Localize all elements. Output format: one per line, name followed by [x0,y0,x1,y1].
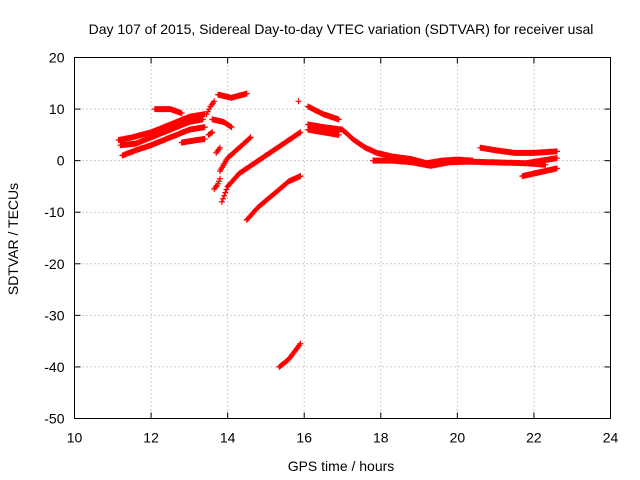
series-arc-13 [218,129,304,205]
y-tick-label: -40 [44,359,64,375]
series-arc-10 [213,144,223,156]
x-tick-label: 16 [296,430,312,446]
x-tick-label: 18 [373,430,389,446]
y-tick-label: 0 [57,153,65,169]
series-arc-21 [477,144,560,156]
data-points [115,90,560,370]
series-arc-9 [205,129,216,138]
y-tick-label: -50 [44,411,64,427]
series-arc-4 [151,106,185,117]
data-point-markers [117,116,206,149]
series-arc-22 [519,165,560,180]
x-tick-label: 22 [526,430,542,446]
series-arc-3 [119,124,208,159]
data-point-markers [305,103,342,123]
series-arc-7 [215,90,250,101]
series-arc-8 [209,116,235,131]
series-arc-5 [178,136,208,146]
series-arc-12 [211,175,223,192]
series-arc-15 [276,340,304,370]
data-point-markers [151,106,185,117]
data-point-markers [209,116,235,131]
data-point-markers [211,175,223,192]
data-point-markers [119,124,208,159]
data-point-markers [218,129,304,205]
data-point-markers [205,129,216,138]
y-tick-label: 20 [49,50,65,66]
series-arc-20 [370,157,549,169]
data-point-markers [295,98,302,105]
series-arc-19 [305,126,342,138]
data-point-markers [203,98,218,118]
data-point-markers [215,90,250,101]
axis-ticks [74,57,611,419]
data-point-markers [370,157,549,169]
x-axis-label: GPS time / hours [288,458,395,474]
series-arc-11 [217,134,254,174]
y-tick-label: 10 [49,101,65,117]
data-point-markers [305,126,342,138]
x-tick-labels: 10 12 14 16 18 20 22 24 [67,430,619,446]
x-tick-label: 24 [603,430,619,446]
series-arc-14 [243,173,304,223]
series-arc-1 [115,111,208,143]
data-point-markers [243,173,304,223]
y-axis-label: SDTVAR / TECUs [5,183,21,295]
series-arc-2 [117,116,206,149]
x-tick-label: 20 [450,430,466,446]
chart-title: Day 107 of 2015, Sidereal Day-to-day VTE… [89,21,594,37]
series-arc-23 [523,155,560,167]
x-tick-label: 10 [67,430,83,446]
y-tick-label: -10 [44,204,64,220]
y-tick-labels: -50 -40 -30 -20 -10 0 10 20 [44,50,64,427]
plot-frame [74,57,611,419]
data-point-markers [213,144,223,156]
data-point-markers [115,111,208,143]
series-arc-6 [203,98,218,118]
data-point-markers [519,165,560,180]
y-tick-label: -20 [44,256,64,272]
data-point-markers [523,155,560,167]
x-tick-label: 14 [220,430,236,446]
y-tick-label: -30 [44,307,64,323]
grid-lines [74,57,611,419]
series-arc-17 [305,103,342,123]
data-point-markers [477,144,560,156]
series-arc-16 [295,98,302,105]
data-point-markers [178,136,208,146]
data-point-markers [217,134,254,174]
x-tick-label: 12 [143,430,159,446]
data-point-markers [276,340,304,370]
